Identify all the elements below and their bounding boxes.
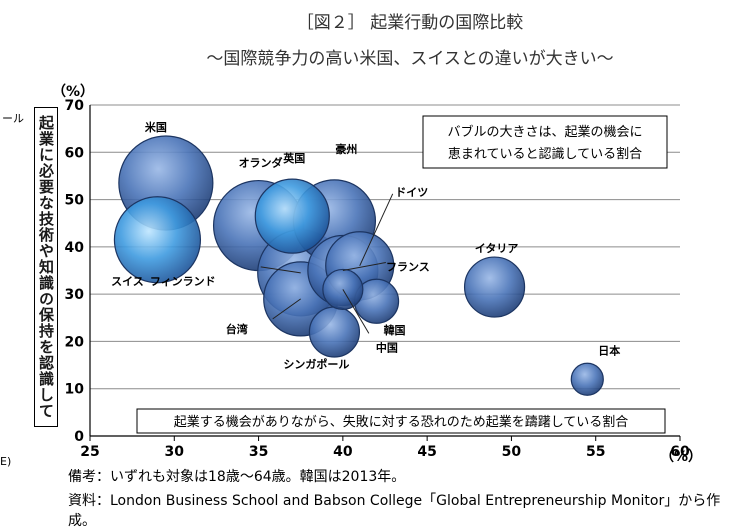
cutoff-text-top: ール <box>2 112 24 125</box>
bubble-label: 日本 <box>598 343 620 357</box>
y-unit-label: （%） <box>52 84 94 100</box>
y-tick-label: 0 <box>74 429 84 445</box>
bubble <box>463 256 526 318</box>
x-tick-label: 45 <box>417 444 436 460</box>
bubble-label: 英国 <box>282 151 305 165</box>
y-tick-label: 10 <box>65 382 85 398</box>
bubble-label: フランス <box>386 261 430 274</box>
bubble-size-note-box <box>422 115 668 169</box>
bubble-label: 豪州 <box>335 142 357 156</box>
bubble-label: 台湾 <box>226 322 248 336</box>
chart-subtitle: ～国際競争力の高い米国、スイスとの違いが大きい～ <box>206 49 614 69</box>
x-tick-label: 40 <box>333 444 353 460</box>
bubble-size-note-line-1: バブルの大きさは、起業の機会に <box>447 124 642 140</box>
x-axis-label-box <box>136 408 666 434</box>
bubble-label: ドイツ <box>395 186 428 199</box>
bubble <box>254 178 330 254</box>
x-tick-label: 35 <box>249 444 268 460</box>
y-tick-label: 70 <box>65 98 85 114</box>
bubble <box>308 306 361 358</box>
x-tick-label: 50 <box>502 444 522 460</box>
footer-note-2: 資料：London Business School and Babson Col… <box>68 493 721 529</box>
leader-line <box>260 266 301 274</box>
bubble-label: オランダ <box>239 156 283 170</box>
bubble-label: イタリア <box>475 242 519 255</box>
bubble-label: スイス <box>111 275 144 288</box>
x-tick-label: 55 <box>586 444 605 460</box>
x-tick-label: 60 <box>670 444 690 460</box>
x-tick-label: 30 <box>165 444 185 460</box>
bubble-label: フィンランド <box>150 275 216 288</box>
bubble-label: 韓国 <box>384 323 406 337</box>
leader-line <box>272 298 302 320</box>
y-tick-label: 30 <box>65 287 85 303</box>
footer-note-1: 備考：いずれも対象は18歳～64歳。韓国は2013年。 <box>68 469 406 485</box>
bubble-label: 米国 <box>144 120 167 134</box>
leader-line <box>359 193 394 266</box>
chart-title: ［図２］ 起業行動の国際比較 <box>296 13 524 33</box>
x-tick-label: 25 <box>80 444 99 460</box>
y-tick-label: 20 <box>65 334 85 350</box>
bubble-size-note-line-2: 恵まれていると認識している割合 <box>448 146 642 162</box>
y-axis-label: 起業に必要な技術や知識の保持を認識している割合 <box>34 107 58 427</box>
x-unit-label: （%） <box>660 449 702 465</box>
bubble <box>570 362 604 396</box>
x-axis-label: 起業する機会がありながら、失敗に対する恐れのため起業を躊躇している割合 <box>174 414 629 430</box>
bubble <box>113 196 202 284</box>
leader-line <box>342 262 386 271</box>
cutoff-text-bottom: E) <box>0 455 12 468</box>
leader-line <box>342 289 370 334</box>
y-tick-label: 40 <box>65 240 85 256</box>
y-tick-label: 50 <box>65 193 85 209</box>
y-tick-label: 60 <box>65 145 85 161</box>
bubble-label: 中国 <box>376 340 398 354</box>
bubble-label: シンガポール <box>283 357 349 371</box>
